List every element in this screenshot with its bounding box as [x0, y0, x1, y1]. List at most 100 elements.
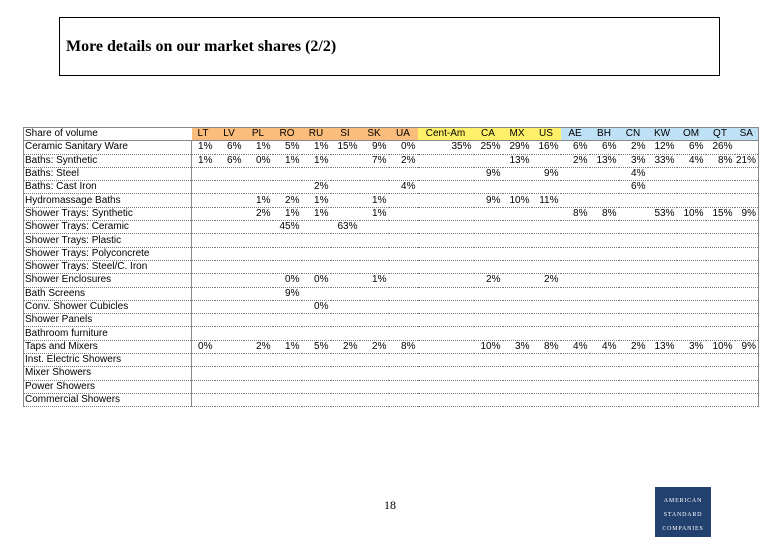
column-header: US	[531, 126, 561, 142]
table-cell	[734, 193, 759, 208]
row-label: Bathroom furniture	[23, 326, 192, 341]
american-standard-logo: American Standard Companies	[655, 487, 711, 537]
table-cell	[330, 326, 360, 341]
table-cell	[417, 180, 474, 195]
table-cell	[243, 380, 273, 394]
table-cell: 1%	[272, 340, 302, 355]
table-cell: 2%	[359, 340, 389, 355]
table-cell	[560, 380, 590, 394]
table-cell	[417, 326, 474, 341]
table-cell	[734, 140, 759, 155]
table-cell	[502, 326, 532, 341]
table-cell	[359, 260, 389, 275]
table-cell	[301, 380, 331, 394]
table-cell	[243, 287, 273, 301]
table-cell: 1%	[301, 207, 331, 222]
table-cell	[272, 393, 302, 408]
table-cell: 2%	[618, 140, 648, 155]
table-cell	[647, 220, 677, 235]
table-cell	[417, 154, 474, 168]
table-cell	[531, 353, 561, 368]
table-cell	[589, 287, 619, 301]
table-cell	[734, 313, 759, 328]
table-cell	[473, 154, 503, 168]
table-cell: 4%	[388, 180, 418, 195]
table-cell	[388, 233, 418, 248]
row-label: Taps and Mixers	[23, 340, 192, 355]
table-cell: 25%	[473, 140, 503, 155]
table-cell: 63%	[330, 220, 360, 235]
table-cell	[388, 326, 418, 341]
table-cell	[618, 326, 648, 341]
table-cell	[589, 353, 619, 368]
table-cell	[359, 180, 389, 195]
table-cell: 1%	[191, 154, 215, 168]
table-cell	[589, 313, 619, 328]
table-cell: 9%	[531, 167, 561, 182]
table-row: Baths: Steel 9% 9% 4%	[23, 167, 759, 182]
table-cell	[301, 260, 331, 275]
table-cell	[705, 180, 735, 195]
table-cell	[589, 220, 619, 235]
table-cell	[531, 366, 561, 381]
column-header: QT	[705, 126, 735, 142]
table-cell	[676, 180, 706, 195]
table-cell	[705, 300, 735, 315]
table-cell	[560, 393, 590, 408]
table-cell: 2%	[618, 340, 648, 355]
table-cell: 8%	[589, 207, 619, 222]
table-cell	[502, 380, 532, 394]
table-row: Bath Screens 9%	[23, 287, 759, 301]
table-cell	[191, 353, 215, 368]
table-cell	[417, 273, 474, 288]
table-cell	[301, 353, 331, 368]
table-cell	[388, 247, 418, 261]
column-header: PL	[243, 126, 273, 142]
table-cell	[330, 233, 360, 248]
title-box: More details on our market shares (2/2)	[59, 17, 720, 76]
table-cell	[734, 380, 759, 394]
table-cell	[301, 326, 331, 341]
table-cell: 2%	[330, 340, 360, 355]
table-cell	[417, 260, 474, 275]
table-cell	[214, 260, 244, 275]
table-cell	[473, 380, 503, 394]
table-cell: 1%	[359, 273, 389, 288]
table-cell	[388, 260, 418, 275]
table-row: Shower Trays: Polyconcrete	[23, 247, 759, 261]
table-cell: 2%	[301, 180, 331, 195]
table-cell	[214, 326, 244, 341]
table-cell: 26%	[705, 140, 735, 155]
table-cell	[734, 180, 759, 195]
table-cell: 8%	[705, 154, 735, 168]
table-cell: 2%	[272, 193, 302, 208]
table-cell: 10%	[676, 207, 706, 222]
table-cell	[531, 233, 561, 248]
table-cell	[647, 300, 677, 315]
table-cell: 1%	[272, 207, 302, 222]
table-cell	[676, 287, 706, 301]
table-cell	[330, 300, 360, 315]
row-label: Baths: Cast Iron	[23, 180, 192, 195]
table-cell	[502, 233, 532, 248]
table-cell: 8%	[560, 207, 590, 222]
table-cell	[560, 247, 590, 261]
table-cell	[272, 380, 302, 394]
table-cell	[359, 247, 389, 261]
table-cell	[589, 273, 619, 288]
row-label: Shower Panels	[23, 313, 192, 328]
row-label: Shower Trays: Ceramic	[23, 220, 192, 235]
column-header: OM	[676, 126, 706, 142]
table-row: Baths: Synthetic 1% 6% 0% 1% 1% 7% 2% 13% 2% 13% 3%…	[23, 154, 759, 168]
table-cell: 9%	[473, 193, 503, 208]
table-cell	[330, 287, 360, 301]
table-cell	[214, 300, 244, 315]
table-cell	[560, 287, 590, 301]
table-cell	[734, 233, 759, 248]
table-cell	[502, 366, 532, 381]
table-cell	[191, 207, 215, 222]
table-cell	[330, 167, 360, 182]
table-cell	[243, 247, 273, 261]
table-cell	[417, 193, 474, 208]
table-cell	[647, 313, 677, 328]
